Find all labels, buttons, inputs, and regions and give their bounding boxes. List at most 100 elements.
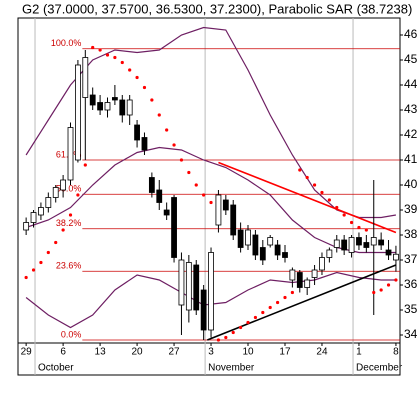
candle-body xyxy=(82,57,89,98)
sar-dot xyxy=(98,48,102,52)
x-tick-label: 17 xyxy=(279,347,291,358)
candle-body xyxy=(208,252,214,331)
x-axis-frame xyxy=(17,342,401,376)
bollinger-middle xyxy=(25,146,396,254)
candle-body xyxy=(393,253,399,261)
candle-body xyxy=(200,289,207,331)
candle-body xyxy=(282,252,288,258)
sar-dot xyxy=(231,330,235,335)
candle-body xyxy=(23,222,30,231)
month-label: November xyxy=(208,363,255,374)
y-tick-label: 38 xyxy=(404,227,418,241)
candle-body xyxy=(193,264,200,311)
x-tick-label: 20 xyxy=(132,347,144,358)
sar-dot xyxy=(320,190,324,195)
y-tick-label: 42 xyxy=(404,127,418,141)
sar-dot xyxy=(157,113,161,117)
candle-body xyxy=(126,99,133,116)
candle-body xyxy=(104,102,111,111)
sar-dot xyxy=(46,250,50,255)
sar-dot xyxy=(253,315,258,320)
candle-body xyxy=(230,204,237,236)
sar-dot xyxy=(24,275,28,280)
candle-body xyxy=(304,279,311,288)
candle-body xyxy=(52,187,59,198)
sar-dot xyxy=(342,213,346,217)
candle-body xyxy=(163,209,170,216)
sar-dot xyxy=(349,220,354,225)
candle-body xyxy=(274,244,281,256)
candle-body xyxy=(30,212,37,223)
x-tick-label: 29 xyxy=(21,347,33,358)
y-tick-label: 39 xyxy=(404,202,418,216)
trendline xyxy=(207,264,397,341)
sar-dot xyxy=(113,55,117,60)
sar-dot xyxy=(372,290,376,295)
fib-label: 100.0% xyxy=(51,38,82,48)
candle-body xyxy=(378,239,385,246)
y-tick-label: 36 xyxy=(404,277,418,291)
sar-dot xyxy=(61,228,65,232)
x-tick-label: 1 xyxy=(356,347,362,358)
fib-label: 23.6% xyxy=(56,261,82,271)
sar-dot xyxy=(128,68,132,72)
sar-dot xyxy=(172,143,176,147)
x-tick-label: 8 xyxy=(393,347,399,358)
candle-body xyxy=(385,249,392,256)
sar-dot xyxy=(312,183,317,187)
sar-dot xyxy=(335,205,339,210)
candle-body xyxy=(134,124,140,141)
candle-body xyxy=(185,262,192,311)
candle-body xyxy=(311,269,318,278)
sar-dot xyxy=(165,128,169,132)
sar-dot xyxy=(120,60,124,65)
sar-dot xyxy=(83,163,87,167)
x-tick-label: 6 xyxy=(60,347,66,358)
sar-dot xyxy=(187,170,191,175)
x-tick-label: 13 xyxy=(95,347,107,358)
sar-dot xyxy=(54,240,58,245)
sar-dot xyxy=(91,45,95,50)
candle-body xyxy=(178,259,185,306)
candle-body xyxy=(356,237,362,246)
sar-dot xyxy=(179,158,184,162)
candle-body xyxy=(267,237,274,246)
candle-body xyxy=(141,137,148,151)
sar-dot xyxy=(194,183,198,187)
y-tick-label: 43 xyxy=(404,102,418,116)
candle-body xyxy=(222,199,229,211)
candle-body xyxy=(370,237,377,246)
sar-dot xyxy=(142,85,147,90)
y-tick-label: 45 xyxy=(404,52,418,66)
x-tick-label: 24 xyxy=(316,347,328,358)
sar-dot xyxy=(76,193,80,197)
candle-body xyxy=(75,64,81,161)
sar-dot xyxy=(298,168,302,172)
candle-body xyxy=(333,239,340,248)
candle-body xyxy=(363,242,370,248)
fib-label: 50.0% xyxy=(56,184,82,194)
sar-dot xyxy=(150,98,154,102)
candle-body xyxy=(252,234,259,256)
sar-dot xyxy=(224,335,228,340)
y-tick-label: 34 xyxy=(404,327,418,341)
y-tick-label: 35 xyxy=(404,302,418,316)
fib-label: 38.2% xyxy=(56,218,82,228)
x-tick-label: 3 xyxy=(208,347,214,358)
month-label: December xyxy=(356,363,403,374)
sar-dot xyxy=(364,228,368,232)
sar-dot xyxy=(379,288,383,292)
sar-dot xyxy=(31,268,36,272)
candle-body xyxy=(319,257,325,271)
sar-dot xyxy=(261,310,265,315)
fib-label: 0.0% xyxy=(61,329,82,339)
sar-dot xyxy=(386,283,391,287)
sar-dot xyxy=(105,53,110,57)
candle-body xyxy=(215,194,222,226)
candle-body xyxy=(245,229,251,246)
candle-body xyxy=(156,189,163,203)
sar-dot xyxy=(216,338,221,342)
month-label: October xyxy=(38,363,74,374)
